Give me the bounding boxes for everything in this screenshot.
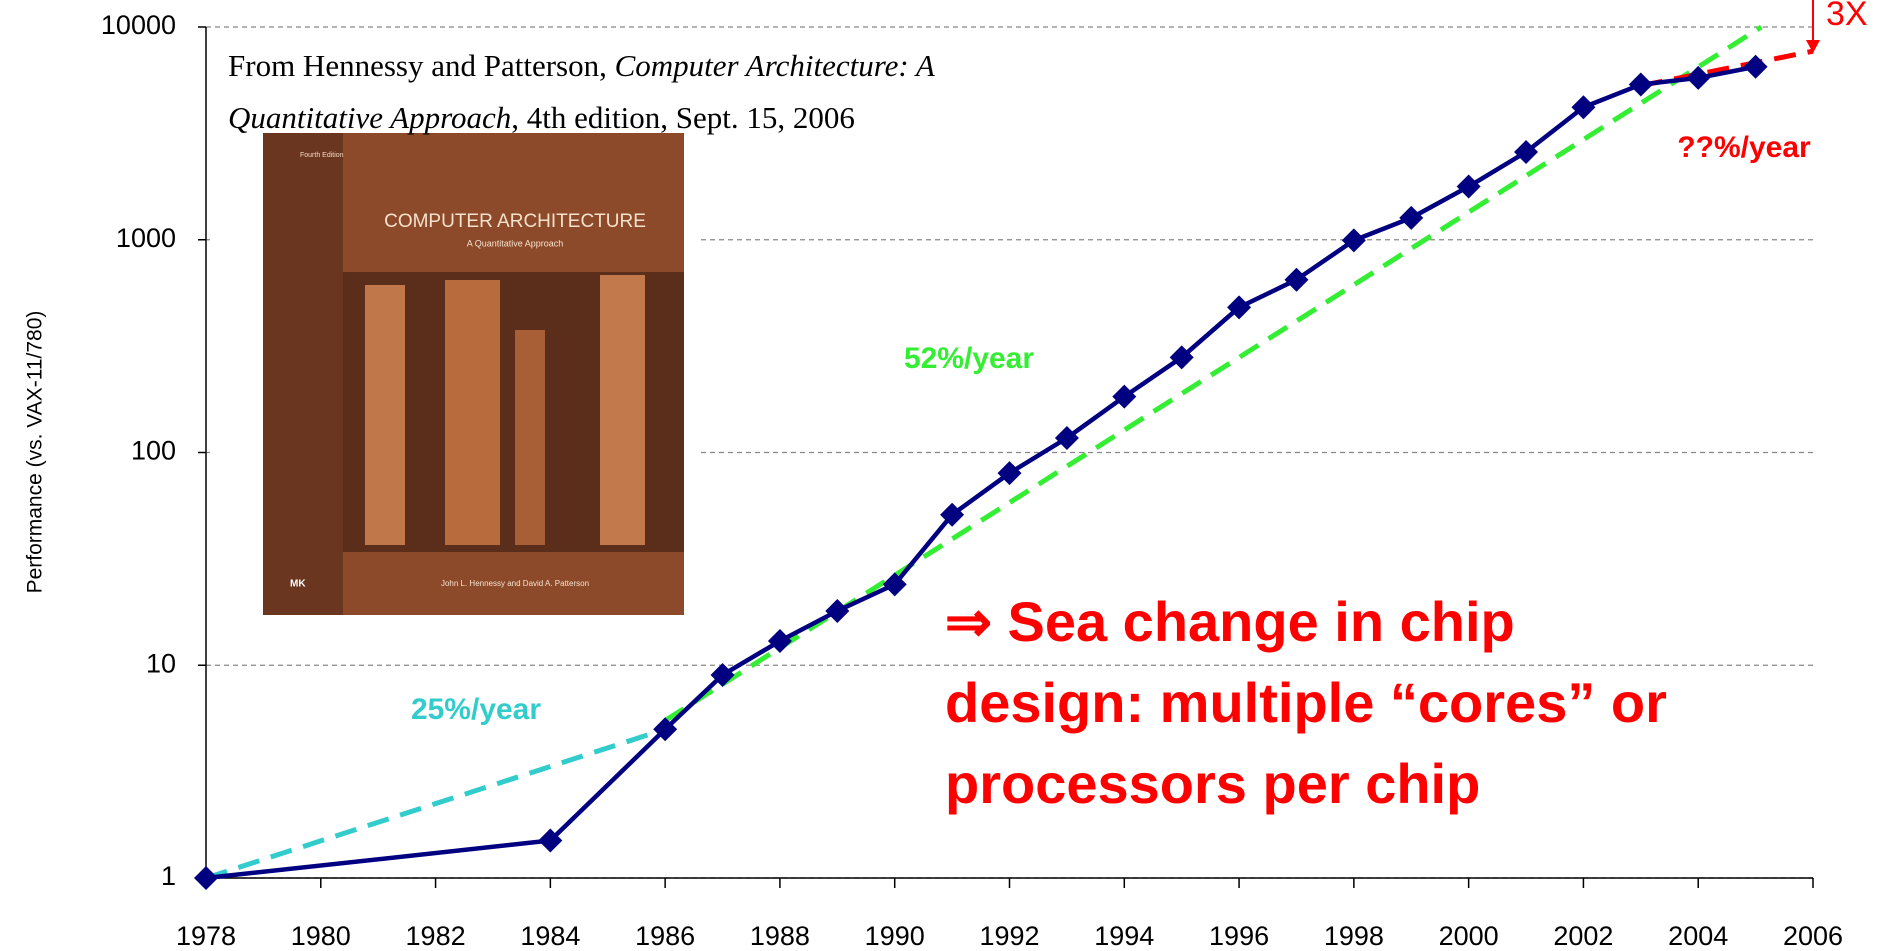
y-tick-label: 100	[131, 436, 176, 466]
trend-label: ??%/year	[1677, 131, 1811, 164]
source-text: From Hennessy and Patterson,	[228, 48, 615, 83]
trend-line	[205, 726, 666, 881]
x-tick-label: 1980	[291, 921, 351, 951]
y-tick-label: 1	[161, 861, 176, 891]
data-point	[940, 502, 965, 527]
data-point	[1227, 295, 1252, 320]
cover-publisher: MK	[290, 579, 306, 590]
x-tick-label: 2004	[1668, 921, 1728, 951]
note-line: design: multiple “cores” or	[945, 671, 1667, 734]
trend-line	[1640, 48, 1814, 89]
cover-spine	[263, 133, 343, 615]
data-point	[710, 662, 735, 687]
note-line: ⇒ Sea change in chip	[945, 590, 1515, 653]
cover-column	[445, 280, 500, 545]
note-line: processors per chip	[945, 752, 1480, 815]
x-tick-label: 1978	[176, 921, 236, 951]
x-tick-label: 1998	[1324, 921, 1384, 951]
data-point	[1514, 140, 1539, 165]
y-tick-label: 1000	[116, 223, 176, 253]
data-point	[1686, 65, 1711, 90]
data-point	[825, 598, 850, 623]
x-tick-label: 1996	[1209, 921, 1269, 951]
source-text: Quantitative Approach	[228, 100, 512, 135]
x-tick-label: 1984	[520, 921, 580, 951]
x-tick-label: 2000	[1439, 921, 1499, 951]
data-point	[997, 461, 1022, 486]
cover-column	[365, 285, 405, 545]
arrow-head	[1806, 40, 1820, 53]
x-tick-label: 1990	[865, 921, 925, 951]
cover-subtitle: A Quantitative Approach	[467, 238, 564, 248]
data-point	[1628, 72, 1653, 97]
source-text: , 4th edition, Sept. 15, 2006	[511, 100, 855, 135]
y-axis-title: Performance (vs. VAX-11/780)	[24, 311, 47, 594]
cover-title: COMPUTER ARCHITECTURE	[384, 211, 646, 232]
arrow-label: 3X	[1826, 0, 1868, 33]
x-tick-label: 1982	[406, 921, 466, 951]
data-point	[882, 572, 907, 597]
x-tick-label: 1988	[750, 921, 810, 951]
data-point	[194, 866, 218, 890]
trend-label: 25%/year	[411, 693, 541, 726]
series-line	[205, 64, 1757, 881]
data-point	[1341, 228, 1366, 253]
data-point	[1112, 384, 1137, 409]
data-point	[1054, 425, 1079, 450]
trend-label: 52%/year	[904, 342, 1034, 375]
cover-authors: John L. Hennessy and David A. Patterson	[441, 579, 589, 588]
data-point	[1399, 205, 1424, 230]
y-tick-label: 10	[146, 648, 176, 678]
source-text: Computer Architecture: A	[614, 48, 935, 83]
x-tick-label: 2002	[1553, 921, 1613, 951]
source-note: From Hennessy and Patterson, Computer Ar…	[228, 40, 935, 144]
x-tick-label: 1992	[979, 921, 1039, 951]
cover-column	[600, 275, 645, 545]
cover-edition: Fourth Edition	[300, 152, 344, 159]
x-tick-label: 1994	[1094, 921, 1154, 951]
book-cover: Fourth Edition COMPUTER ARCHITECTURE A Q…	[263, 133, 684, 615]
data-point	[1284, 267, 1309, 292]
y-tick-label: 10000	[101, 10, 176, 40]
data-point	[1456, 174, 1481, 199]
x-tick-label: 1986	[635, 921, 695, 951]
cover-column	[515, 330, 545, 545]
x-tick-label: 2006	[1783, 921, 1843, 951]
data-point	[1571, 95, 1596, 120]
data-point	[767, 629, 792, 654]
data-point	[653, 717, 678, 742]
data-point	[538, 828, 563, 853]
data-point	[1169, 345, 1194, 370]
data-point	[1743, 54, 1768, 79]
